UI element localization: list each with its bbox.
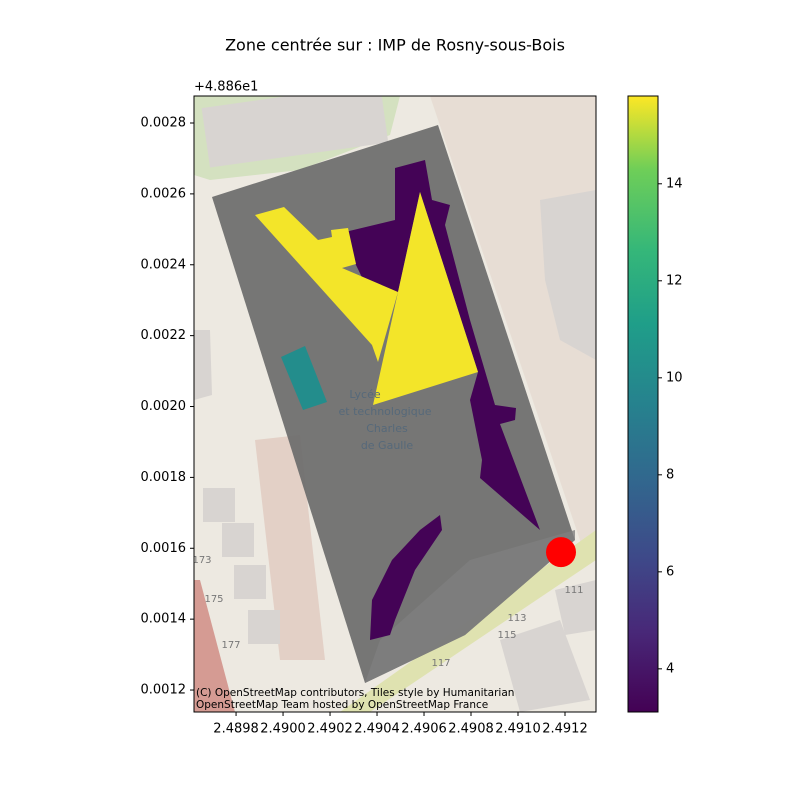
map-label: 173 bbox=[192, 555, 211, 566]
zone bbox=[281, 346, 327, 410]
building bbox=[234, 565, 266, 599]
y-tick-label: 0.0018 bbox=[141, 470, 187, 485]
zone bbox=[255, 207, 398, 362]
colorbar-tick-label: 14 bbox=[666, 176, 683, 191]
building bbox=[203, 488, 235, 522]
building bbox=[194, 330, 212, 400]
map-label: Charles bbox=[366, 422, 408, 435]
y-tick-label: 0.0026 bbox=[141, 186, 187, 201]
axes-frame bbox=[193, 95, 597, 713]
x-tick-label: 2.4908 bbox=[448, 722, 494, 737]
map-label: 177 bbox=[221, 640, 240, 651]
landuse bbox=[194, 580, 235, 712]
y-tick-label: 0.0012 bbox=[141, 683, 187, 698]
building bbox=[248, 610, 280, 644]
map-label: 111 bbox=[564, 585, 583, 596]
colorbar-tick-label: 10 bbox=[666, 370, 683, 385]
x-tick-label: 2.4912 bbox=[542, 722, 588, 737]
attribution: (C) OpenStreetMap contributors, Tiles st… bbox=[196, 687, 514, 699]
y-offset-label: +4.886e1 bbox=[194, 80, 258, 95]
map-label: 175 bbox=[204, 594, 223, 605]
zone-outline bbox=[365, 530, 575, 683]
y-tick-label: 0.0016 bbox=[141, 541, 187, 556]
map-label: de Gaulle bbox=[361, 439, 414, 452]
building bbox=[201, 96, 389, 168]
map: Lycée et technologique Charles de Gaulle… bbox=[192, 96, 596, 712]
map-labels: Lycée et technologique Charles de Gaulle… bbox=[192, 388, 584, 669]
x-tick-label: 2.4906 bbox=[401, 722, 447, 737]
building bbox=[500, 620, 590, 712]
colorbar-tick-label: 12 bbox=[666, 273, 683, 288]
attribution: OpenStreetMap Team hosted by OpenStreetM… bbox=[196, 699, 488, 711]
colorbar bbox=[627, 95, 659, 713]
map-label: et technologique bbox=[339, 405, 432, 418]
colorbar-tick-label: 6 bbox=[666, 564, 674, 579]
x-tick-label: 2.4898 bbox=[213, 722, 259, 737]
x-tick-label: 2.4910 bbox=[495, 722, 541, 737]
chart-title: Zone centrée sur : IMP de Rosny-sous-Boi… bbox=[225, 36, 565, 55]
building bbox=[222, 523, 254, 557]
x-tick-label: 2.4900 bbox=[260, 722, 306, 737]
x-tick-label: 2.4902 bbox=[307, 722, 353, 737]
zone bbox=[370, 515, 442, 640]
building bbox=[540, 190, 596, 360]
map-label: 115 bbox=[497, 630, 516, 641]
colorbar-tick-label: 4 bbox=[666, 661, 674, 676]
map-label: 113 bbox=[507, 613, 526, 624]
y-tick-label: 0.0014 bbox=[141, 612, 187, 627]
building bbox=[555, 580, 596, 635]
map-label: 117 bbox=[431, 658, 450, 669]
zone bbox=[373, 192, 478, 405]
y-tick-label: 0.0020 bbox=[141, 399, 187, 414]
marker bbox=[545, 537, 576, 568]
landuse bbox=[255, 435, 325, 660]
y-tick-label: 0.0028 bbox=[141, 116, 187, 131]
x-tick-label: 2.4904 bbox=[354, 722, 400, 737]
colorbar-tick-label: 8 bbox=[666, 467, 674, 482]
map-label: Lycée bbox=[349, 388, 380, 401]
zone bbox=[345, 160, 540, 530]
y-tick-label: 0.0024 bbox=[141, 257, 187, 272]
y-tick-label: 0.0022 bbox=[141, 328, 187, 343]
